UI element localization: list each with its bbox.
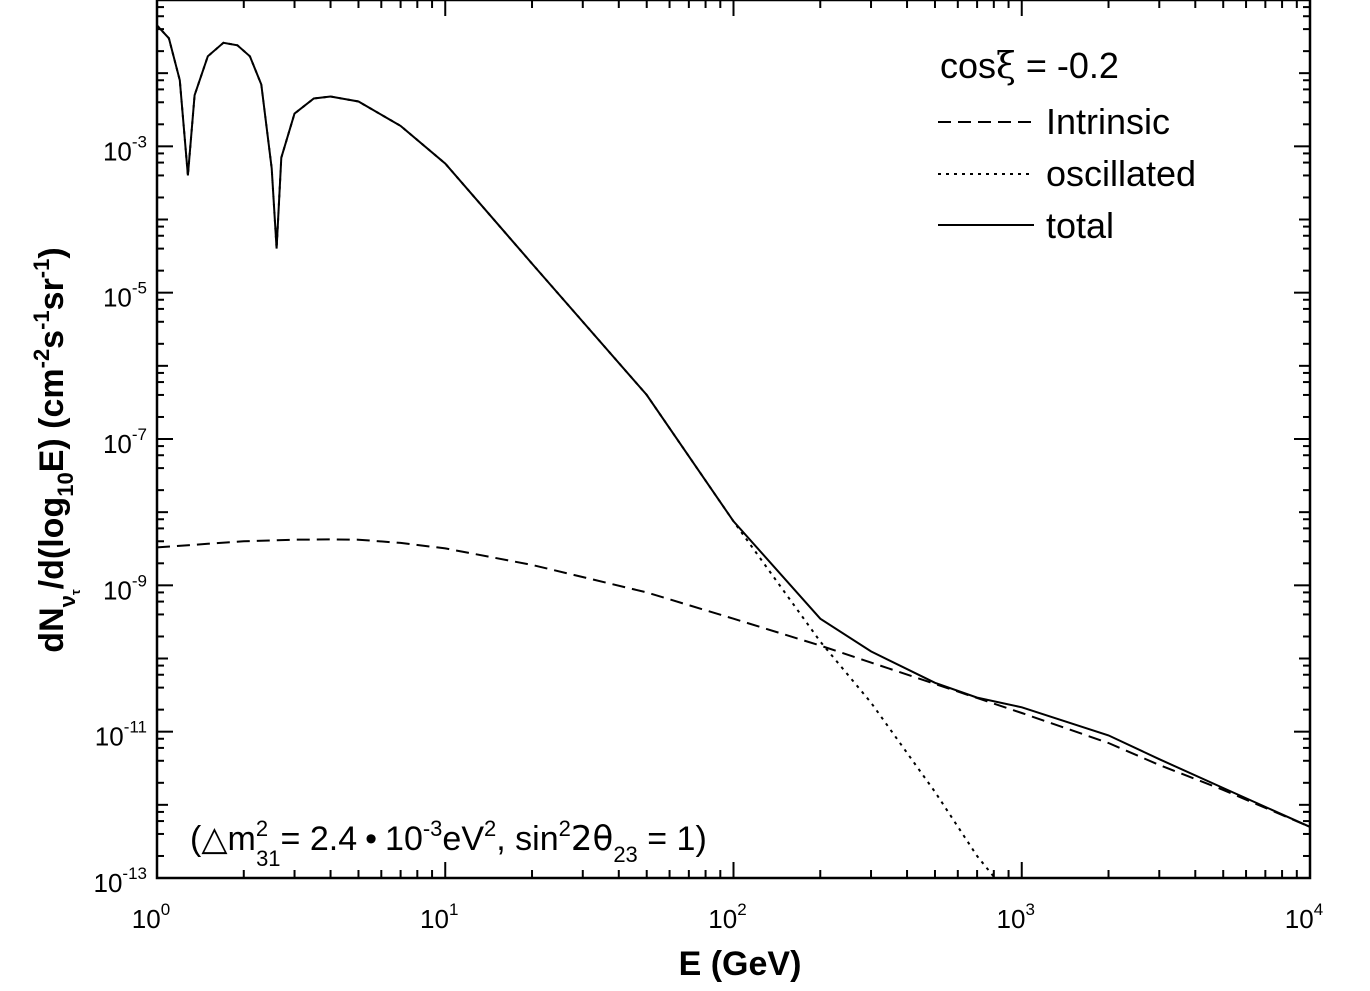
legend-title-prefix: cos <box>940 45 996 86</box>
legend-title-symbol: ξ <box>996 46 1016 87</box>
x-tick-label: 103 <box>997 900 1035 934</box>
legend-label-oscillated: oscillated <box>1046 153 1196 194</box>
x-tick-label: 101 <box>420 900 458 934</box>
legend: cosξ = -0.2 Intrinsic oscillated total <box>938 45 1196 246</box>
y-axis-title-tau: τ <box>68 589 83 595</box>
y-axis-title: dNντ/d(log10E) (cm-2s-1sr-1) <box>29 247 83 652</box>
legend-label-total: total <box>1046 205 1114 246</box>
y-tick-label: 10-9 <box>103 571 147 605</box>
y-tick-label: 10-7 <box>103 425 147 459</box>
series-oscillated <box>157 24 997 878</box>
x-tick-label: 104 <box>1285 900 1323 934</box>
series-total <box>157 24 1310 828</box>
x-tick-labels: 100 101 102 103 104 <box>132 900 1323 934</box>
y-axis-title-main: dN <box>33 607 71 652</box>
y-axis-title-mid: /d(log <box>33 497 71 590</box>
plot-frame <box>155 0 1312 880</box>
legend-title-value: = -0.2 <box>1016 45 1119 86</box>
y-axis-title-exp-s: -1 <box>29 310 54 330</box>
y-axis-title-exp-cm: -2 <box>29 349 54 369</box>
bullet-symbol: • <box>365 820 377 858</box>
legend-label-intrinsic: Intrinsic <box>1046 101 1170 142</box>
x-axis-title: E (GeV) <box>679 945 802 983</box>
y-axis-title-nu: ν <box>55 595 80 607</box>
parameter-annotation: (△m2 31= 2.4 • 10-3eV2, sin22θ23 = 1) <box>190 816 707 871</box>
x-tick-label: 102 <box>708 900 746 934</box>
y-tick-label: 10-5 <box>103 279 147 313</box>
y-axis-title-units: E) (cm <box>33 368 71 472</box>
y-tick-label: 10-13 <box>94 864 148 898</box>
series-layer <box>157 24 1310 878</box>
y-axis-title-exp-sr: -1 <box>29 259 54 279</box>
series-intrinsic <box>157 538 1310 828</box>
x-tick-label: 100 <box>132 900 170 934</box>
delta-symbol: △ <box>201 819 228 859</box>
y-tick-label: 10-11 <box>95 718 147 752</box>
y-tick-labels: 10-3 10-5 10-7 10-9 10-11 10-13 <box>94 132 148 898</box>
y-tick-label: 10-3 <box>103 132 147 166</box>
y-axis-title-close: ) <box>33 247 71 258</box>
y-axis-title-sr: sr <box>33 278 71 310</box>
y-axis-title-log-base: 10 <box>53 472 78 496</box>
svg-text:dNντ/d(log10E) (cm-2s-1sr-1): dNντ/d(log10E) (cm-2s-1sr-1) <box>29 247 83 652</box>
y-axis-title-s: s <box>33 330 71 349</box>
legend-title: cosξ = -0.2 <box>940 45 1119 87</box>
